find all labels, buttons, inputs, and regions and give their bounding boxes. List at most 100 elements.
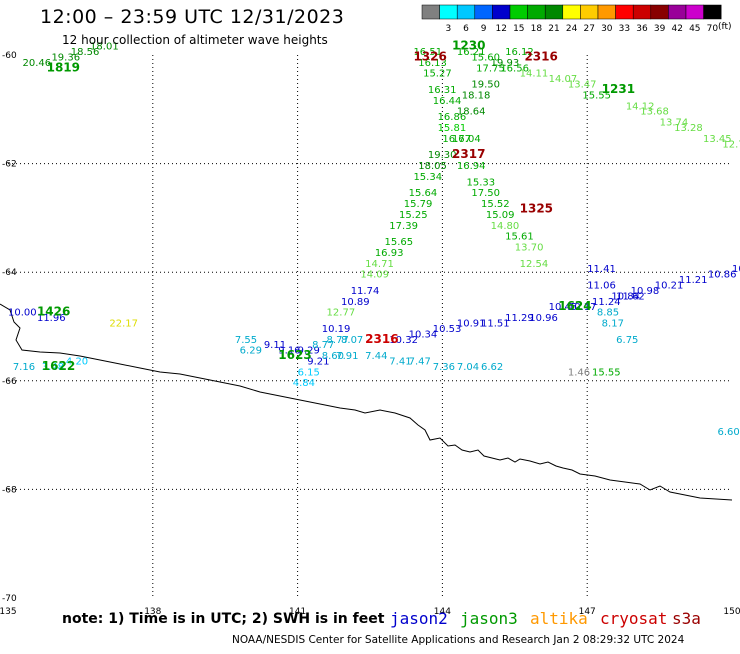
wave-height-label: 15.34 xyxy=(413,172,442,183)
legend-label: 27 xyxy=(583,24,594,34)
wave-height-label: 12.54 xyxy=(520,259,549,270)
legend-label: 15 xyxy=(513,24,524,34)
legend-label: 3 xyxy=(446,24,452,34)
legend-swatch xyxy=(580,4,599,20)
pass-time-label: 1325 xyxy=(520,201,553,215)
wave-height-label: 17.39 xyxy=(389,221,418,232)
wave-height-label: 7.47 xyxy=(409,357,431,368)
y-tick-label: -70 xyxy=(2,594,17,604)
legend-swatch xyxy=(527,4,546,20)
wave-height-label: 10.61 xyxy=(732,264,740,275)
y-tick-label: -60 xyxy=(2,51,17,61)
sat-altika: altika xyxy=(530,609,588,628)
wave-height-label: 10.86 xyxy=(708,270,737,281)
wave-height-label: 10.98 xyxy=(631,286,660,297)
wave-height-label: 15.60 xyxy=(471,52,500,63)
wave-height-label: 11.74 xyxy=(351,286,380,297)
wave-height-label: 7.55 xyxy=(235,335,257,346)
legend-swatch xyxy=(492,4,511,20)
wave-height-label: 11.51 xyxy=(481,319,510,330)
y-tick-label: -62 xyxy=(2,160,17,170)
wave-height-label: 18.56 xyxy=(71,47,100,58)
wave-height-label: 15.81 xyxy=(438,123,467,134)
wave-height-label: 14.07 xyxy=(549,74,578,85)
legend-swatch xyxy=(615,4,634,20)
wave-height-label: 16.67 xyxy=(442,134,471,145)
wave-height-label: 12.77 xyxy=(327,308,356,319)
pass-time-label: 1622 xyxy=(42,359,75,373)
wave-height-label: 10.34 xyxy=(409,329,438,340)
wave-height-label: 10.00 xyxy=(8,308,37,319)
legend-swatch xyxy=(703,4,722,20)
wave-height-label: 15.55 xyxy=(582,90,611,101)
wave-height-label: 14.11 xyxy=(520,69,549,80)
wave-height-label: 15.52 xyxy=(481,199,510,210)
wave-height-label: 14.09 xyxy=(360,270,389,281)
legend-label: 18 xyxy=(531,24,543,34)
wave-height-label: 6.60 xyxy=(718,427,740,438)
wave-height-label: 15.65 xyxy=(384,237,413,248)
wave-height-label: 7.41 xyxy=(389,357,411,368)
legend-label: 42 xyxy=(671,24,682,34)
wave-height-label: 18.18 xyxy=(462,90,491,101)
legend-swatch xyxy=(474,4,493,20)
legend-label: 33 xyxy=(619,24,630,34)
wave-height-label: 19.30 xyxy=(428,150,457,161)
pass-time-label: 1819 xyxy=(47,60,80,74)
wave-height-label: 6.15 xyxy=(298,367,320,378)
wave-height-label: 10.19 xyxy=(322,324,351,335)
legend-swatch xyxy=(597,4,616,20)
wave-height-label: 9.11 xyxy=(264,340,286,351)
wave-height-label: 17.50 xyxy=(471,188,500,199)
legend-swatch xyxy=(685,4,704,20)
wave-height-label: 15.27 xyxy=(423,69,452,80)
legend-label: 36 xyxy=(636,24,648,34)
wave-height-label: 15.25 xyxy=(399,210,428,221)
pass-time-label: 2317 xyxy=(452,147,485,161)
wave-height-label: 6.62 xyxy=(481,362,503,373)
wave-height-label: 4.84 xyxy=(293,378,315,389)
footer-note: note: 1) Time is in UTC; 2) SWH is in fe… xyxy=(62,611,385,627)
x-tick-label: 135 xyxy=(0,607,17,617)
wave-height-label: 19.93 xyxy=(491,58,520,69)
wave-height-label: 16.51 xyxy=(413,47,442,58)
wave-height-label: 10.32 xyxy=(389,335,418,346)
legend-label: 39 xyxy=(654,24,666,34)
x-tick-label: 147 xyxy=(579,607,596,617)
wave-height-label: 9.29 xyxy=(298,346,320,357)
wave-height-label: 15.79 xyxy=(404,199,433,210)
wave-height-label: 22.17 xyxy=(109,319,138,330)
pass-time-label: 1230 xyxy=(452,39,485,53)
pass-time-label: 1426 xyxy=(37,305,70,319)
wave-height-label: 16.94 xyxy=(457,161,486,172)
wave-height-label: 3.48 xyxy=(42,362,64,373)
x-tick-label: 141 xyxy=(289,607,306,617)
legend-swatch xyxy=(456,4,476,20)
wave-height-label: 14.80 xyxy=(491,221,520,232)
legend-swatch xyxy=(421,4,440,20)
wave-height-label: 6.29 xyxy=(240,346,262,357)
wave-height-label: 10.84 xyxy=(611,291,640,302)
wave-height-label: 10.89 xyxy=(341,297,370,308)
legend-swatch xyxy=(544,4,564,20)
wave-height-label: 14.71 xyxy=(365,259,394,270)
x-tick-label: 144 xyxy=(434,607,451,617)
wave-height-label: 16.56 xyxy=(500,63,529,74)
legend-label: 70 xyxy=(707,24,719,34)
wave-height-label: 10.91 xyxy=(457,319,486,330)
pass-time-label: 1624 xyxy=(558,299,591,313)
sat-cryosat: cryosat xyxy=(600,609,668,628)
wave-height-label: 8.77 xyxy=(327,335,349,346)
legend-label: 24 xyxy=(566,24,578,34)
wave-height-label: 18.64 xyxy=(457,107,486,118)
y-tick-label: -64 xyxy=(2,268,17,278)
legend-label: 45 xyxy=(689,24,700,34)
wave-height-label: 19.36 xyxy=(51,52,80,63)
pass-time-label: 1623 xyxy=(278,348,311,362)
y-tick-label: -68 xyxy=(2,485,17,495)
coastline xyxy=(0,303,733,501)
wave-height-label: 16.93 xyxy=(375,248,404,259)
wave-height-label: 11.41 xyxy=(587,264,616,275)
wave-height-label: 13.47 xyxy=(568,80,597,91)
wave-height-label: 16.31 xyxy=(428,85,457,96)
